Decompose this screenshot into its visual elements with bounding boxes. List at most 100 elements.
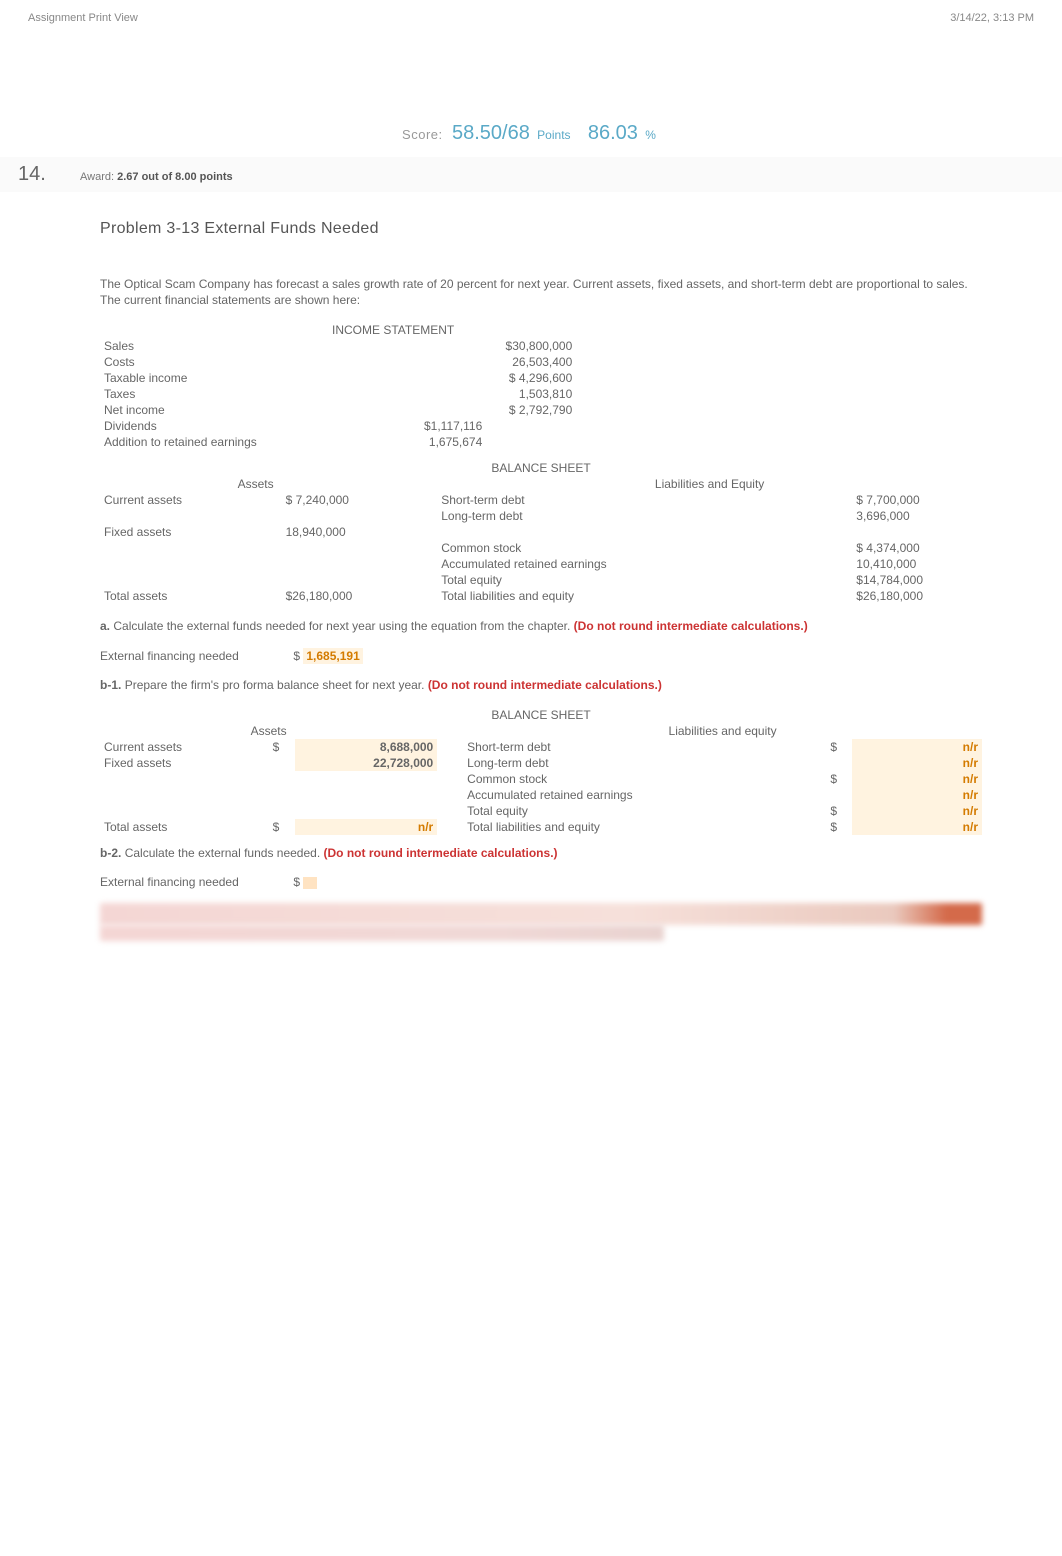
bs1-r-val: $ 4,374,000 <box>852 540 982 556</box>
part-b2-answer-prefix: $ <box>293 875 300 889</box>
bs1-r-label: Long-term debt <box>437 508 696 524</box>
bs2-r-label: Accumulated retained earnings <box>463 787 722 803</box>
score-points: 58.50/68 <box>452 122 530 144</box>
part-a-text: Calculate the external funds needed for … <box>113 619 570 633</box>
score-percent-unit: % <box>645 128 656 142</box>
bs1-l-label: Fixed assets <box>100 524 282 540</box>
bs2-l-val: 22,728,000 <box>295 755 438 771</box>
obscured-content <box>100 925 664 941</box>
bs1-l-label <box>100 508 282 524</box>
bs2-r-val: n/r <box>852 787 982 803</box>
bs2-r-label: Common stock <box>463 771 722 787</box>
bs2-r-label: Total liabilities and equity <box>463 819 722 835</box>
award-prefix: Award: <box>80 171 114 183</box>
bs1-r-val: $ 7,700,000 <box>852 492 982 508</box>
bs2-r-label: Total equity <box>463 803 722 819</box>
part-a-answer-value: 1,685,191 <box>303 648 362 664</box>
bs2-r-sym: $ <box>826 739 852 755</box>
part-a-answer-prefix: $ <box>293 649 300 663</box>
is-heading: INCOME STATEMENT <box>300 322 486 338</box>
header-right: 3/14/22, 3:13 PM <box>950 12 1034 24</box>
bs2-r-sym: $ <box>826 819 852 835</box>
bs1-r-val: $26,180,000 <box>852 588 982 604</box>
is-row-value: $ 2,792,790 <box>486 402 576 418</box>
score-percent: 86.03 <box>588 122 638 144</box>
bs2-l-label: Fixed assets <box>100 755 269 771</box>
is-row-label: Sales <box>100 338 300 354</box>
bs2-r-val: n/r <box>852 739 982 755</box>
question-award: Award: 2.67 out of 8.00 points <box>80 171 233 183</box>
bs1-r-label: Total equity <box>437 572 696 588</box>
bs2-l-val: n/r <box>295 819 438 835</box>
score-bar: Score: 58.50/68 Points 86.03 % <box>0 32 1062 157</box>
part-a-answer: External financing needed $ 1,685,191 <box>100 649 982 663</box>
bs1-l-label: Current assets <box>100 492 282 508</box>
bs2-heading: BALANCE SHEET <box>100 707 982 723</box>
bs2-r-val: n/r <box>852 803 982 819</box>
part-b2-prefix: b-2. <box>100 846 121 860</box>
header-left: Assignment Print View <box>28 12 138 24</box>
is-ret-label: Addition to retained earnings <box>100 434 300 450</box>
bs2-r-label: Short-term debt <box>463 739 722 755</box>
award-suffix: points <box>200 171 233 183</box>
score-points-unit: Points <box>537 128 570 142</box>
bs1-l-val: $26,180,000 <box>282 588 412 604</box>
bs1-assets-hdr: Assets <box>100 476 411 492</box>
bs1-heading: BALANCE SHEET <box>100 460 982 476</box>
part-b1-prefix: b-1. <box>100 678 121 692</box>
bs2-r-sym <box>826 787 852 803</box>
bs2-r-sym: $ <box>826 803 852 819</box>
part-b2-note: (Do not round intermediate calculations.… <box>324 846 558 860</box>
part-a: a. Calculate the external funds needed f… <box>100 618 982 634</box>
bs1-l-label: Total assets <box>100 588 282 604</box>
bs1-l-val: $ 7,240,000 <box>282 492 412 508</box>
is-row-value: $ 4,296,600 <box>486 370 576 386</box>
is-div-label: Dividends <box>100 418 300 434</box>
bs1-r-val: $14,784,000 <box>852 572 982 588</box>
problem-intro: The Optical Scam Company has forecast a … <box>100 276 982 308</box>
bs1-liab-hdr: Liabilities and Equity <box>437 476 982 492</box>
is-row-label: Taxable income <box>100 370 300 386</box>
is-row-value: 1,503,810 <box>486 386 576 402</box>
part-b1-note: (Do not round intermediate calculations.… <box>428 678 662 692</box>
is-row-value: 26,503,400 <box>486 354 576 370</box>
bs1-r-label: Short-term debt <box>437 492 696 508</box>
is-div-value: $1,117,116 <box>420 418 486 434</box>
question-header: 14. Award: 2.67 out of 8.00 points <box>0 157 1062 192</box>
part-a-prefix: a. <box>100 619 110 633</box>
part-a-answer-label: External financing needed <box>100 649 290 663</box>
is-row-label: Costs <box>100 354 300 370</box>
bs2-l-sym <box>269 755 295 771</box>
part-b2-answer-label: External financing needed <box>100 875 290 889</box>
bs1-r-val: 3,696,000 <box>852 508 982 524</box>
part-b2: b-2. Calculate the external funds needed… <box>100 845 982 861</box>
bs1-r-label: Accumulated retained earnings <box>437 556 696 572</box>
part-b2-answer: External financing needed $ <box>100 875 982 889</box>
bs2-l-label: Current assets <box>100 739 269 755</box>
part-b1: b-1. Prepare the firm's pro forma balanc… <box>100 677 982 693</box>
bs2-assets-hdr: Assets <box>100 723 437 739</box>
bs2-r-val: n/r <box>852 819 982 835</box>
bs2-r-sym <box>826 755 852 771</box>
question-number: 14. <box>10 163 80 186</box>
bs1-r-val: 10,410,000 <box>852 556 982 572</box>
part-b2-answer-blank <box>303 877 317 889</box>
problem-title: Problem 3-13 External Funds Needed <box>100 220 982 238</box>
bs2-l-sym: $ <box>269 819 295 835</box>
bs2-liab-hdr: Liabilities and equity <box>463 723 982 739</box>
page-header: Assignment Print View 3/14/22, 3:13 PM <box>0 0 1062 32</box>
is-row-label: Net income <box>100 402 300 418</box>
bs1-l-val <box>282 508 412 524</box>
is-row-label: Taxes <box>100 386 300 402</box>
score-label: Score: <box>402 127 443 142</box>
award-value: 2.67 out of 8.00 <box>117 171 196 183</box>
bs1-r-label: Common stock <box>437 540 696 556</box>
part-b1-text: Prepare the firm's pro forma balance she… <box>125 678 425 692</box>
bs2-r-sym: $ <box>826 771 852 787</box>
bs2-l-val: 8,688,000 <box>295 739 438 755</box>
part-a-note: (Do not round intermediate calculations.… <box>574 619 808 633</box>
is-ret-value: 1,675,674 <box>420 434 486 450</box>
balance-sheet-2: BALANCE SHEET Assets Liabilities and equ… <box>100 707 982 835</box>
income-statement: INCOME STATEMENT Sales $30,800,000 Costs 2… <box>100 322 576 450</box>
is-row-value: $30,800,000 <box>486 338 576 354</box>
